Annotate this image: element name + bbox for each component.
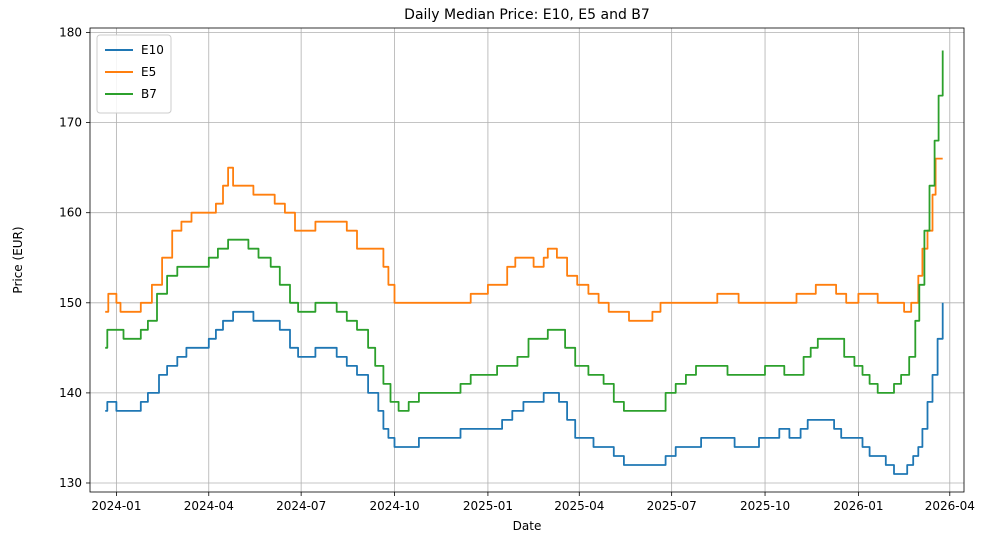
grid-lines [90,28,964,492]
y-axis-ticks: 130 140 150 160 170 180 [59,26,90,490]
series-line-b7 [105,50,944,412]
legend: E10 E5 B7 [96,34,172,114]
chart-title: Daily Median Price: E10, E5 and B7 [404,7,650,23]
x-tick-label: 2025-01 [463,499,513,513]
x-tick-label: 2024-10 [369,499,419,513]
y-tick-label: 130 [59,476,82,490]
legend-label-e5: E5 [141,65,156,79]
y-tick-label: 150 [59,296,82,310]
y-tick-label: 160 [59,206,82,220]
x-axis-title: Date [513,519,542,533]
y-tick-label: 170 [59,116,82,130]
y-axis-title: Price (EUR) [11,226,25,293]
legend-label-b7: B7 [141,87,157,101]
x-tick-label: 2026-04 [925,499,975,513]
x-tick-label: 2025-10 [740,499,790,513]
y-tick-label: 180 [59,26,82,40]
x-axis-ticks: 2024-01 2024-04 2024-07 2024-10 2025-01 2025-… [91,492,975,513]
series-lines [105,50,944,475]
plot-frame [89,27,965,493]
legend-label-e10: E10 [141,43,164,57]
x-tick-label: 2024-07 [276,499,326,513]
x-tick-label: 2026-01 [833,499,883,513]
series-line-e10 [105,302,944,475]
x-tick-label: 2024-04 [184,499,234,513]
x-tick-label: 2024-01 [91,499,141,513]
series-line-e5 [105,157,943,322]
x-tick-label: 2025-04 [554,499,604,513]
x-tick-label: 2025-07 [647,499,697,513]
y-tick-label: 140 [59,386,82,400]
